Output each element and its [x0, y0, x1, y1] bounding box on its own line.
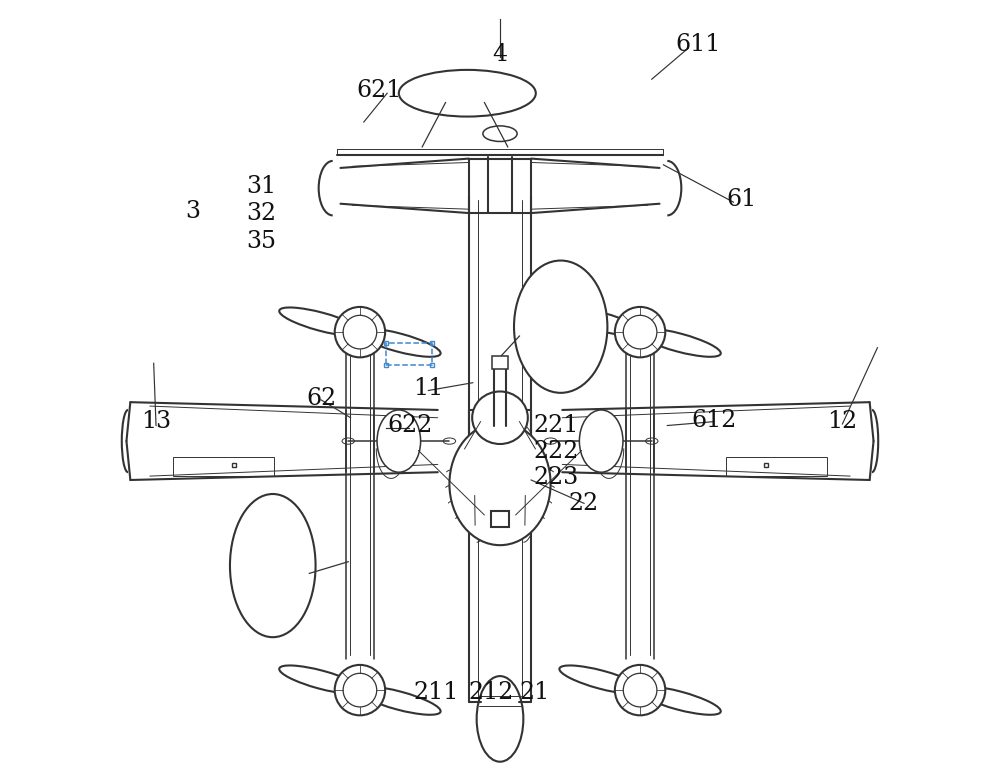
- Ellipse shape: [477, 676, 523, 761]
- Text: 22: 22: [569, 492, 599, 515]
- Text: 62: 62: [306, 387, 336, 410]
- Text: 612: 612: [691, 408, 737, 432]
- Ellipse shape: [559, 665, 643, 694]
- Text: 32: 32: [246, 201, 276, 225]
- Text: 611: 611: [676, 33, 721, 55]
- Polygon shape: [329, 159, 469, 213]
- Bar: [387, 430, 411, 453]
- Text: 31: 31: [246, 175, 276, 198]
- Ellipse shape: [377, 410, 421, 473]
- Polygon shape: [531, 159, 671, 213]
- Text: 61: 61: [726, 188, 756, 212]
- Ellipse shape: [230, 494, 316, 637]
- Ellipse shape: [579, 410, 623, 473]
- Bar: [173, 458, 274, 476]
- Bar: [386, 343, 432, 365]
- Circle shape: [335, 307, 385, 358]
- Text: 212: 212: [468, 681, 513, 704]
- Ellipse shape: [449, 423, 551, 545]
- Text: 4: 4: [492, 43, 508, 66]
- Text: 11: 11: [413, 377, 444, 401]
- Ellipse shape: [279, 308, 362, 336]
- Text: 35: 35: [246, 230, 276, 252]
- Circle shape: [623, 316, 657, 349]
- Ellipse shape: [559, 308, 643, 336]
- Circle shape: [335, 665, 385, 715]
- Bar: [589, 430, 613, 453]
- Text: 21: 21: [520, 681, 550, 704]
- Ellipse shape: [399, 70, 536, 116]
- Ellipse shape: [483, 126, 517, 141]
- Circle shape: [615, 307, 665, 358]
- Ellipse shape: [472, 391, 528, 444]
- Ellipse shape: [357, 329, 441, 357]
- Ellipse shape: [357, 686, 441, 715]
- Text: 221: 221: [533, 414, 579, 437]
- Bar: [492, 356, 508, 369]
- Bar: [726, 458, 827, 476]
- Circle shape: [623, 673, 657, 707]
- Text: 621: 621: [357, 80, 402, 102]
- Ellipse shape: [514, 261, 607, 393]
- Circle shape: [343, 673, 377, 707]
- Text: 13: 13: [141, 410, 171, 433]
- Text: 622: 622: [388, 414, 433, 437]
- Ellipse shape: [638, 686, 721, 715]
- Text: 223: 223: [533, 466, 579, 489]
- Ellipse shape: [638, 329, 721, 357]
- Circle shape: [343, 316, 377, 349]
- Text: 12: 12: [827, 410, 858, 433]
- Text: 222: 222: [533, 440, 579, 462]
- Ellipse shape: [279, 665, 362, 694]
- Text: 3: 3: [185, 200, 200, 223]
- Bar: [491, 511, 509, 526]
- Circle shape: [615, 665, 665, 715]
- Text: 211: 211: [413, 681, 459, 704]
